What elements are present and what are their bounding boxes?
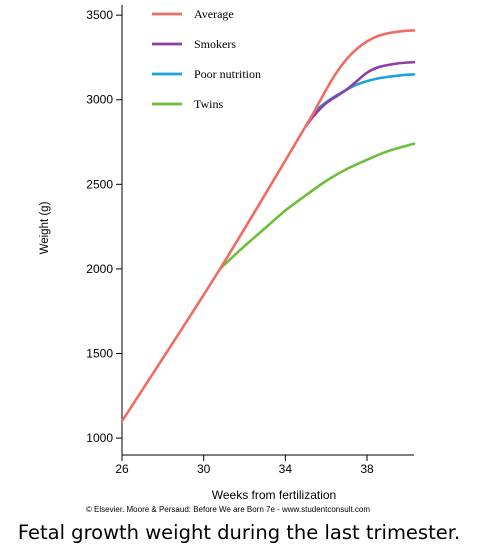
series-line-smokers <box>304 60 416 128</box>
credit-text: © Elsevier. Moore & Persaud: Before We a… <box>86 505 370 514</box>
legend-label-twins: Twins <box>194 97 223 111</box>
y-tick-label: 3000 <box>86 93 113 107</box>
x-axis-label: Weeks from fertilization <box>212 488 336 502</box>
series-group <box>120 29 416 423</box>
legend: Average Smokers Poor nutrition Twins <box>152 7 261 111</box>
series-line-average <box>120 29 416 423</box>
x-tick-label: 34 <box>279 462 293 476</box>
x-tick-label: 26 <box>115 462 129 476</box>
y-tick-label: 3500 <box>86 8 113 22</box>
y-tick-label: 1000 <box>86 431 113 445</box>
legend-label-smokers: Smokers <box>194 37 236 51</box>
series-line-twins <box>218 142 416 271</box>
x-tick-label: 38 <box>360 462 374 476</box>
y-tick-label: 2500 <box>86 177 113 191</box>
legend-label-average: Average <box>194 7 234 21</box>
y-tick-label: 1500 <box>86 346 113 360</box>
figure-caption: Fetal growth weight during the last trim… <box>0 514 478 552</box>
y-tick-label: 2000 <box>86 262 113 276</box>
x-tick-label: 30 <box>197 462 211 476</box>
series-line-poor-nutrition <box>304 73 416 128</box>
axes: 1000 1500 2000 2500 3000 3500 26 30 34 38 Weight… <box>39 5 414 514</box>
legend-label-poor-nutrition: Poor nutrition <box>194 67 261 81</box>
y-axis-label: Weight (g) <box>39 201 51 254</box>
